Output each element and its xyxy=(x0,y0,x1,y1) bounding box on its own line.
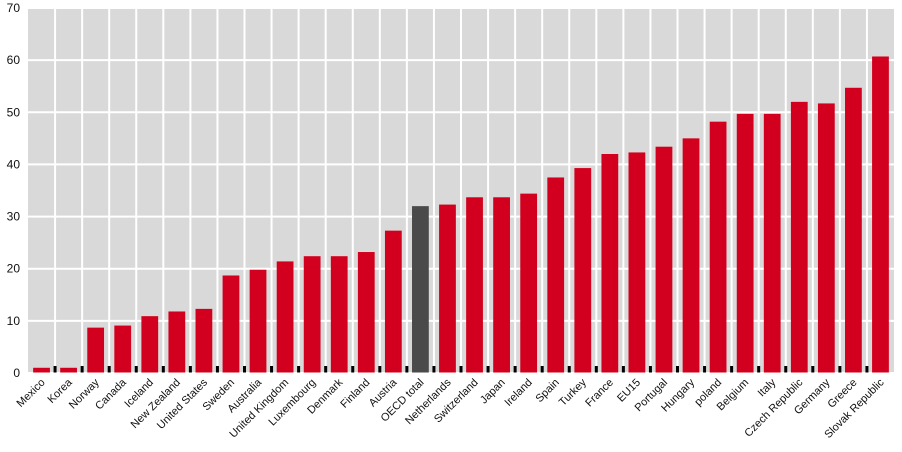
y-tick-label: 40 xyxy=(7,157,21,171)
bar xyxy=(520,193,538,373)
x-category-label: Ireland xyxy=(503,377,535,409)
x-category-label: Finland xyxy=(338,377,372,411)
x-axis-marker xyxy=(53,366,57,373)
bar xyxy=(547,177,565,373)
x-axis-marker xyxy=(513,366,517,373)
bar xyxy=(330,256,348,373)
bar xyxy=(141,316,159,373)
y-tick-label: 10 xyxy=(7,314,21,328)
x-axis-marker xyxy=(594,366,598,373)
x-axis-marker xyxy=(648,366,652,373)
x-axis-marker xyxy=(243,366,246,373)
y-tick-label: 70 xyxy=(7,1,21,15)
bar xyxy=(412,206,429,373)
bar xyxy=(763,113,781,373)
bar xyxy=(817,103,835,374)
bar xyxy=(845,87,862,374)
bar xyxy=(222,275,240,373)
bar xyxy=(33,367,50,373)
bar xyxy=(466,197,483,373)
x-axis-marker xyxy=(297,366,301,373)
x-axis-marker xyxy=(432,366,436,373)
bars xyxy=(33,56,889,374)
x-axis-marker xyxy=(107,366,111,373)
y-tick-label: 50 xyxy=(7,105,21,119)
bar xyxy=(439,204,456,373)
x-axis-marker xyxy=(784,366,788,373)
x-axis-marker xyxy=(161,366,165,373)
bar xyxy=(87,327,105,373)
bar xyxy=(60,367,77,373)
bar xyxy=(628,152,646,373)
x-axis-marker xyxy=(865,366,869,373)
x-axis-marker xyxy=(567,366,571,373)
x-axis-marker xyxy=(838,366,842,373)
x-category-label: Canada xyxy=(93,376,129,412)
x-axis-marker xyxy=(811,366,815,373)
bar xyxy=(682,138,700,373)
x-axis-marker xyxy=(540,366,544,373)
x-axis-marker xyxy=(757,366,761,373)
x-axis-marker xyxy=(486,366,490,373)
x-axis-markers xyxy=(28,366,894,374)
y-axis-ticks: 0 10 20 30 40 50 60 70 xyxy=(7,1,21,380)
bar xyxy=(114,325,132,373)
bar xyxy=(790,101,808,373)
y-tick-label: 30 xyxy=(7,210,21,224)
x-category-label: France xyxy=(583,377,616,410)
y-tick-label: 20 xyxy=(7,262,21,276)
bar xyxy=(493,197,510,373)
bar xyxy=(574,168,592,373)
bar xyxy=(276,261,294,373)
x-axis-marker xyxy=(703,366,707,373)
x-axis-marker xyxy=(215,366,219,373)
bar xyxy=(357,252,375,373)
x-axis-marker xyxy=(351,366,355,373)
bar xyxy=(872,56,889,373)
x-category-label: Turkey xyxy=(557,376,589,408)
bar xyxy=(249,269,267,373)
x-axis-marker xyxy=(676,366,679,373)
x-axis-marker xyxy=(621,366,625,373)
x-axis-marker xyxy=(405,366,409,373)
bar xyxy=(195,308,213,373)
y-tick-label: 0 xyxy=(13,366,20,380)
x-axis-marker xyxy=(459,366,463,373)
bar xyxy=(168,311,186,373)
x-category-label: Mexico xyxy=(15,377,48,410)
x-axis-marker xyxy=(324,366,328,373)
x-axis-marker xyxy=(378,366,382,373)
y-tick-label: 60 xyxy=(7,53,21,67)
bar xyxy=(303,256,321,373)
x-axis-marker xyxy=(188,366,192,373)
bar xyxy=(709,121,727,374)
x-axis-marker xyxy=(270,366,274,373)
bar xyxy=(655,146,673,373)
x-axis-marker xyxy=(80,366,84,373)
bar xyxy=(384,230,402,373)
x-axis-marker xyxy=(134,366,138,373)
x-axis-marker xyxy=(730,366,734,373)
bar xyxy=(736,113,754,373)
x-category-label: Italy xyxy=(756,376,779,399)
bar xyxy=(601,154,619,373)
